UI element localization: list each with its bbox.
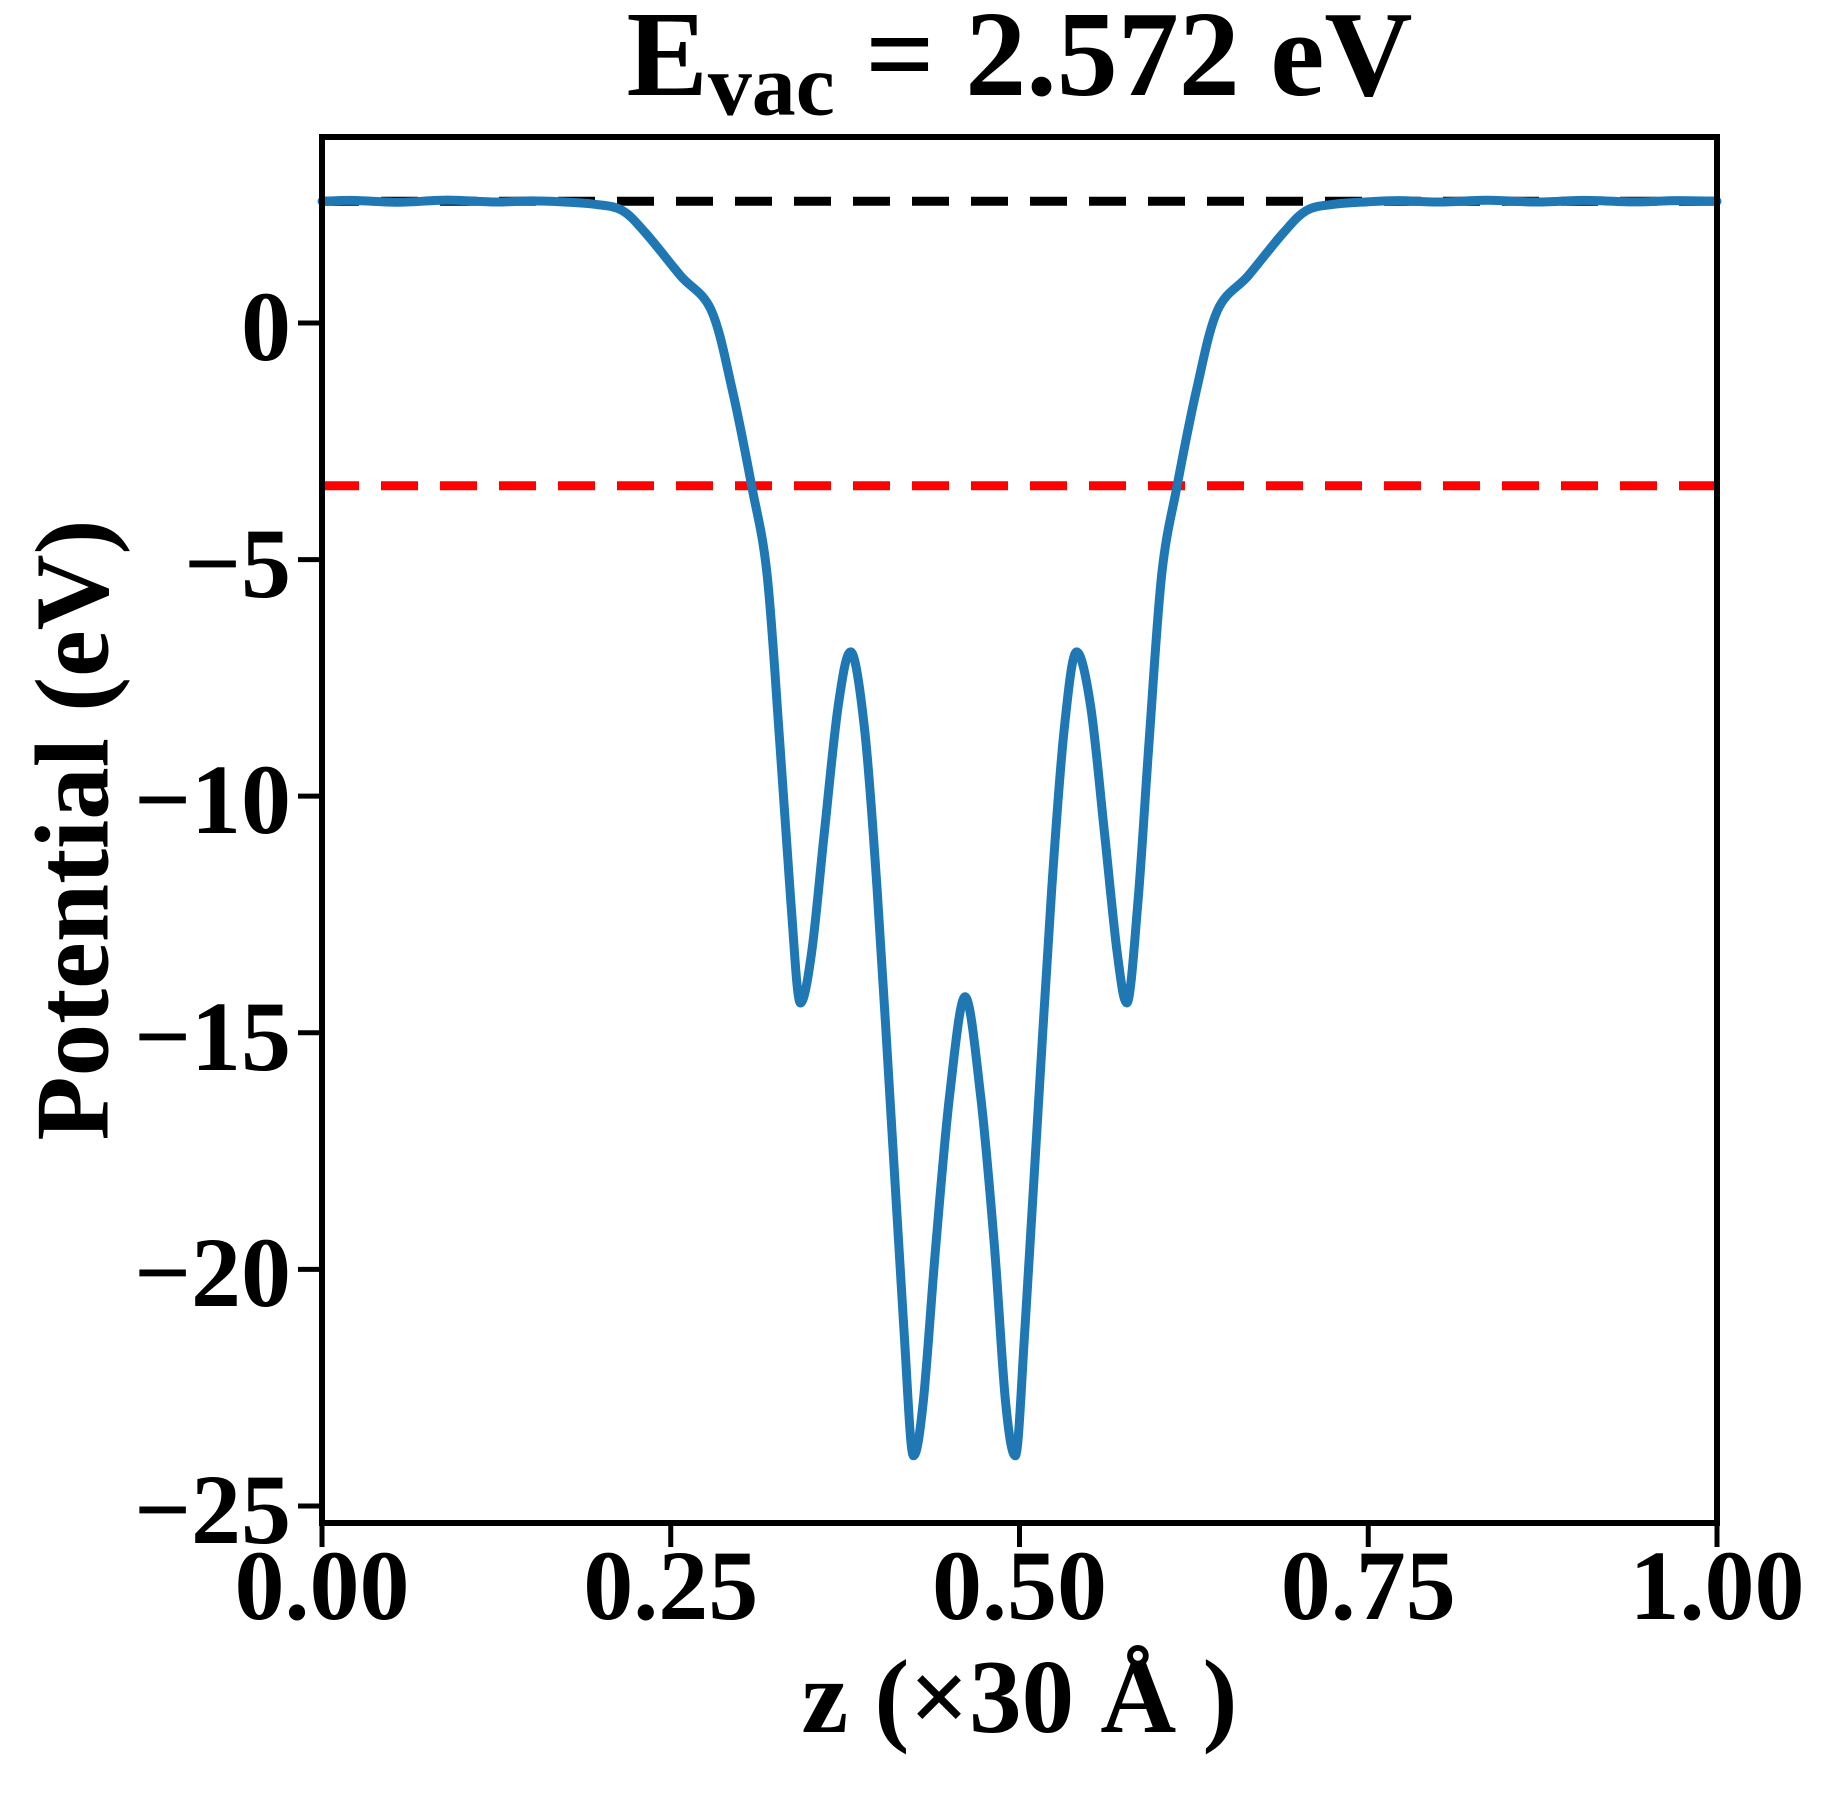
x-tick-label: 0.50 [932, 1530, 1107, 1641]
chart-title: Evac = 2.572 eV [322, 0, 1717, 151]
x-tick-label: 1.00 [1629, 1530, 1805, 1641]
y-tick-label: −25 [134, 1453, 291, 1565]
title-subscript: vac [707, 37, 835, 135]
y-tick-label: −10 [134, 744, 291, 856]
x-tick-label: 0.25 [583, 1530, 759, 1641]
title-base: E [626, 0, 708, 122]
y-tick-label: 0 [241, 270, 291, 382]
axes-frame [319, 134, 1720, 1526]
x-axis-label: z (×30 Å ) [801, 1638, 1238, 1755]
y-tick-label: −5 [184, 507, 291, 619]
planar-averaged-potential-curve [317, 195, 1722, 1461]
title-value: = 2.572 eV [834, 0, 1413, 122]
y-tick-label: −20 [134, 1217, 291, 1329]
x-tick-label: 0.75 [1280, 1530, 1456, 1641]
y-tick-label: −15 [134, 980, 291, 1092]
x-tick-label: 0.00 [234, 1530, 410, 1641]
